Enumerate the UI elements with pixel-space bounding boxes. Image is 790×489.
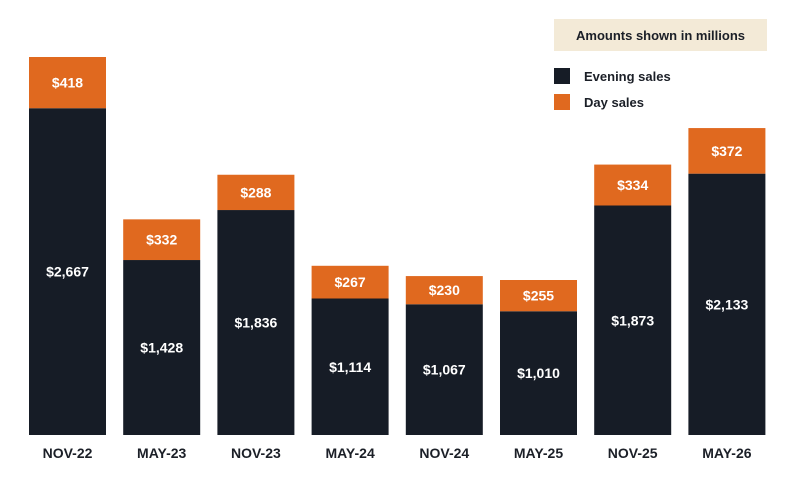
x-tick-label-may-26: MAY-26 (702, 445, 752, 461)
x-tick-label-may-24: MAY-24 (325, 445, 375, 461)
x-tick-label-nov-25: NOV-25 (608, 445, 658, 461)
units-note: Amounts shown in millions (554, 19, 767, 51)
legend-item-day: Day sales (554, 89, 671, 115)
value-label-day-may-23: $332 (146, 232, 177, 248)
value-label-evening-may-24: $1,114 (329, 359, 371, 375)
bar-evening-nov-23 (217, 210, 295, 435)
bar-day-nov-25 (594, 164, 672, 206)
value-label-evening-nov-24: $1,067 (423, 362, 466, 378)
legend-swatch-evening (554, 68, 570, 84)
bar-evening-nov-22 (29, 108, 106, 435)
bar-day-may-23 (123, 219, 201, 261)
x-tick-label-nov-23: NOV-23 (231, 445, 281, 461)
value-label-day-nov-22: $418 (52, 75, 83, 91)
bar-evening-may-26 (688, 173, 766, 435)
value-label-day-nov-24: $230 (429, 282, 460, 298)
x-tick-label-nov-24: NOV-24 (419, 445, 469, 461)
value-label-evening-may-26: $2,133 (705, 296, 748, 312)
bar-evening-may-24 (311, 298, 389, 435)
value-label-day-may-25: $255 (523, 288, 554, 304)
bars-group: $2,667 $418 $1,428 $332 $1,836 $288 $1,114 $267… (29, 57, 766, 435)
bar-day-may-24 (311, 265, 389, 299)
bar-evening-nov-24 (405, 304, 483, 435)
value-label-day-may-26: $372 (711, 143, 742, 159)
value-label-evening-may-23: $1,428 (140, 340, 183, 356)
bar-day-may-25 (500, 280, 577, 312)
value-label-evening-nov-25: $1,873 (611, 312, 654, 328)
bar-evening-nov-25 (594, 205, 672, 435)
legend: Evening sales Day sales (554, 63, 671, 115)
bar-day-nov-24 (405, 276, 483, 305)
bar-evening-may-23 (123, 260, 201, 435)
x-tick-label-may-23: MAY-23 (137, 445, 187, 461)
x-axis-labels: NOV-22 MAY-23 NOV-23 MAY-24 NOV-24 MAY-25 NOV-… (43, 445, 752, 461)
bar-day-nov-23 (217, 174, 295, 211)
value-label-day-nov-23: $288 (240, 184, 271, 200)
legend-label-day: Day sales (584, 94, 644, 110)
bar-day-may-26 (688, 128, 766, 174)
legend-label-evening: Evening sales (584, 68, 671, 84)
value-label-evening-nov-22: $2,667 (46, 264, 89, 280)
value-label-day-may-24: $267 (335, 274, 366, 290)
bar-evening-may-25 (500, 311, 577, 435)
value-label-evening-nov-23: $1,836 (234, 315, 277, 331)
value-label-day-nov-25: $334 (617, 177, 648, 193)
legend-swatch-day (554, 94, 570, 110)
value-label-evening-may-25: $1,010 (517, 365, 560, 381)
bar-day-nov-22 (29, 57, 106, 109)
x-tick-label-may-25: MAY-25 (514, 445, 564, 461)
units-note-text: Amounts shown in millions (576, 27, 745, 43)
x-tick-label-nov-22: NOV-22 (43, 445, 93, 461)
legend-item-evening: Evening sales (554, 63, 671, 89)
